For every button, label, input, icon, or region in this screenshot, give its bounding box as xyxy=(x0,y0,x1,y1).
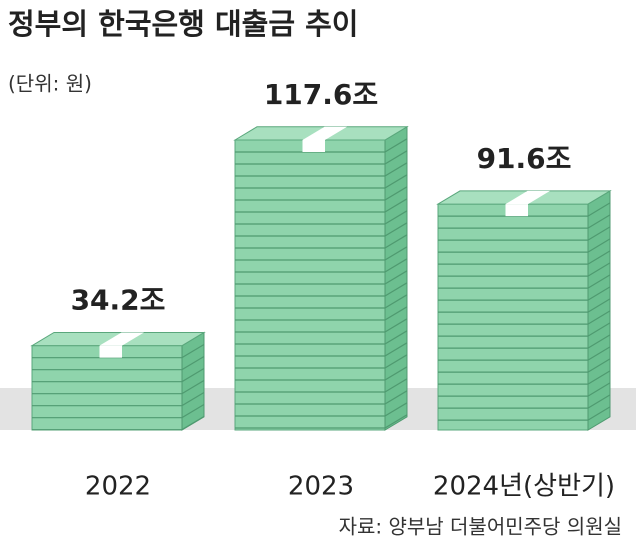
value-label: 34.2조 xyxy=(71,284,166,317)
chart-subtitle: (단위: 원) xyxy=(8,72,92,96)
bill-edge xyxy=(384,150,408,165)
bill-band xyxy=(505,190,550,205)
bill-edge xyxy=(587,334,611,349)
bill-edge xyxy=(384,162,408,177)
bill-edge xyxy=(384,258,408,273)
bill-edge xyxy=(587,382,611,397)
bill-edge xyxy=(587,262,611,277)
bill-band xyxy=(99,332,144,346)
bill-edge xyxy=(181,379,205,395)
bill-stack xyxy=(234,139,386,431)
bill-edge xyxy=(384,234,408,249)
bill-edge xyxy=(384,330,408,345)
bill-edge xyxy=(587,214,611,229)
bill-edge xyxy=(587,226,611,241)
bill-edge xyxy=(587,250,611,265)
bill-band xyxy=(302,140,325,152)
bill-edge xyxy=(384,138,408,153)
bill-edge xyxy=(587,370,611,385)
bill-edge xyxy=(384,186,408,201)
bill-edge xyxy=(384,354,408,369)
bill-edge xyxy=(384,306,408,321)
stack-side xyxy=(384,125,408,431)
bill-edge xyxy=(384,198,408,213)
bill-edge xyxy=(384,210,408,225)
bill-band xyxy=(99,345,122,358)
bill-stack xyxy=(437,203,589,431)
bill-edge xyxy=(587,406,611,421)
bill-band xyxy=(302,126,347,140)
bill-edge xyxy=(384,414,408,429)
bill-edge xyxy=(181,343,205,359)
chart-title: 정부의 한국은행 대출금 추이 xyxy=(8,7,358,41)
bill-edge xyxy=(384,378,408,393)
bill-stack xyxy=(31,345,183,431)
bill-edge xyxy=(384,366,408,381)
bill-edge xyxy=(181,403,205,419)
bill-edge xyxy=(384,222,408,237)
value-label: 91.6조 xyxy=(477,142,572,175)
bill-edge xyxy=(384,294,408,309)
bill-edge xyxy=(384,282,408,297)
bill-edge xyxy=(384,270,408,285)
bill-edge xyxy=(384,342,408,357)
bill-edge xyxy=(181,367,205,383)
bill-band xyxy=(505,204,528,217)
bill-edge xyxy=(587,358,611,373)
x-tick-label: 2024년(상반기) xyxy=(433,472,615,502)
bill-edge xyxy=(587,346,611,361)
source: 자료: 양부남 더불어민주당 의원실 xyxy=(339,515,622,539)
bill-edge xyxy=(384,402,408,417)
bill-edge xyxy=(384,318,408,333)
x-tick-label: 2022 xyxy=(85,472,151,502)
bill-edge xyxy=(587,286,611,301)
value-label: 117.6조 xyxy=(264,78,378,111)
bill-edge xyxy=(587,298,611,313)
bill-edge xyxy=(587,310,611,325)
bill-edge xyxy=(384,390,408,405)
bill-edge xyxy=(181,391,205,407)
bill-edge xyxy=(587,394,611,409)
bill-edge xyxy=(587,274,611,289)
bill-edge xyxy=(587,322,611,337)
bill-edge xyxy=(587,238,611,253)
bill-edge xyxy=(384,246,408,261)
bill-edge xyxy=(181,415,205,431)
bill-edge xyxy=(587,202,611,217)
bill-edge xyxy=(384,174,408,189)
bill-edge xyxy=(181,355,205,371)
x-tick-label: 2023 xyxy=(288,472,354,502)
